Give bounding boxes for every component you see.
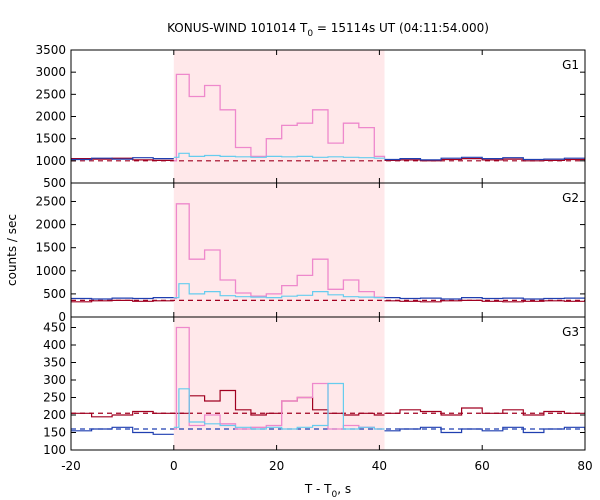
- y-axis-label: counts / sec: [5, 214, 19, 286]
- post-blue-series-G2: [384, 297, 585, 300]
- y-tick-label-G3-250: 250: [43, 391, 66, 405]
- panel-label-G2: G2: [562, 191, 579, 205]
- y-tick-label-G1-1500: 1500: [35, 132, 66, 146]
- y-tick-label-G3-200: 200: [43, 408, 66, 422]
- y-tick-label-G2-2000: 2000: [35, 218, 66, 232]
- panels-group: 500100015002000250030003500G105001000150…: [35, 43, 592, 473]
- y-tick-label-G2-0: 0: [58, 310, 66, 324]
- x-tick-label-40: 40: [372, 459, 387, 473]
- pre-blue-series-G2: [71, 297, 174, 300]
- pre-blue-series-G1: [71, 157, 174, 161]
- x-tick-label-20: 20: [269, 459, 284, 473]
- post-blue-series-G1: [384, 156, 585, 161]
- pre-blue-series-G3: [71, 426, 174, 435]
- burst-cyan-series-G1: [173, 152, 386, 159]
- y-tick-label-G2-2500: 2500: [35, 194, 66, 208]
- y-tick-label-G1-3500: 3500: [35, 43, 66, 57]
- x-axis-label: T - T0, s: [304, 482, 351, 500]
- y-tick-label-G1-2500: 2500: [35, 87, 66, 101]
- post-red-series-G3: [384, 407, 585, 416]
- pre-red-series-G2: [71, 299, 174, 303]
- x-tick-label--20: -20: [61, 459, 81, 473]
- y-tick-label-G3-150: 150: [43, 426, 66, 440]
- post-red-series-G2: [384, 299, 585, 303]
- y-tick-label-G1-1000: 1000: [35, 154, 66, 168]
- burst-cyan-series-G3: [173, 382, 385, 430]
- y-tick-label-G3-350: 350: [43, 356, 66, 370]
- y-tick-label-G3-100: 100: [43, 443, 66, 457]
- burst-series-G1: [173, 73, 386, 162]
- pre-red-series-G3: [71, 410, 174, 418]
- y-tick-label-G2-500: 500: [43, 287, 66, 301]
- panel-label-G1: G1: [562, 58, 579, 72]
- y-tick-label-G2-1500: 1500: [35, 241, 66, 255]
- x-tick-label-80: 80: [577, 459, 592, 473]
- burst-series-G2: [173, 203, 386, 300]
- post-blue-series-G3: [384, 426, 585, 434]
- x-tick-label-60: 60: [475, 459, 490, 473]
- panel-label-G3: G3: [562, 325, 579, 339]
- x-tick-label-0: 0: [170, 459, 178, 473]
- y-tick-label-G3-400: 400: [43, 338, 66, 352]
- y-tick-label-G1-3000: 3000: [35, 65, 66, 79]
- y-tick-label-G1-2000: 2000: [35, 110, 66, 124]
- y-tick-label-G2-1000: 1000: [35, 264, 66, 278]
- chart-title: KONUS-WIND 101014 T0 = 15114s UT (04:11:…: [167, 21, 489, 39]
- y-tick-label-G1-500: 500: [43, 176, 66, 190]
- panel-frame-G3: [70, 316, 586, 451]
- y-tick-label-G3-450: 450: [43, 321, 66, 335]
- burst-cyan-series-G2: [173, 283, 386, 299]
- y-tick-label-G3-300: 300: [43, 373, 66, 387]
